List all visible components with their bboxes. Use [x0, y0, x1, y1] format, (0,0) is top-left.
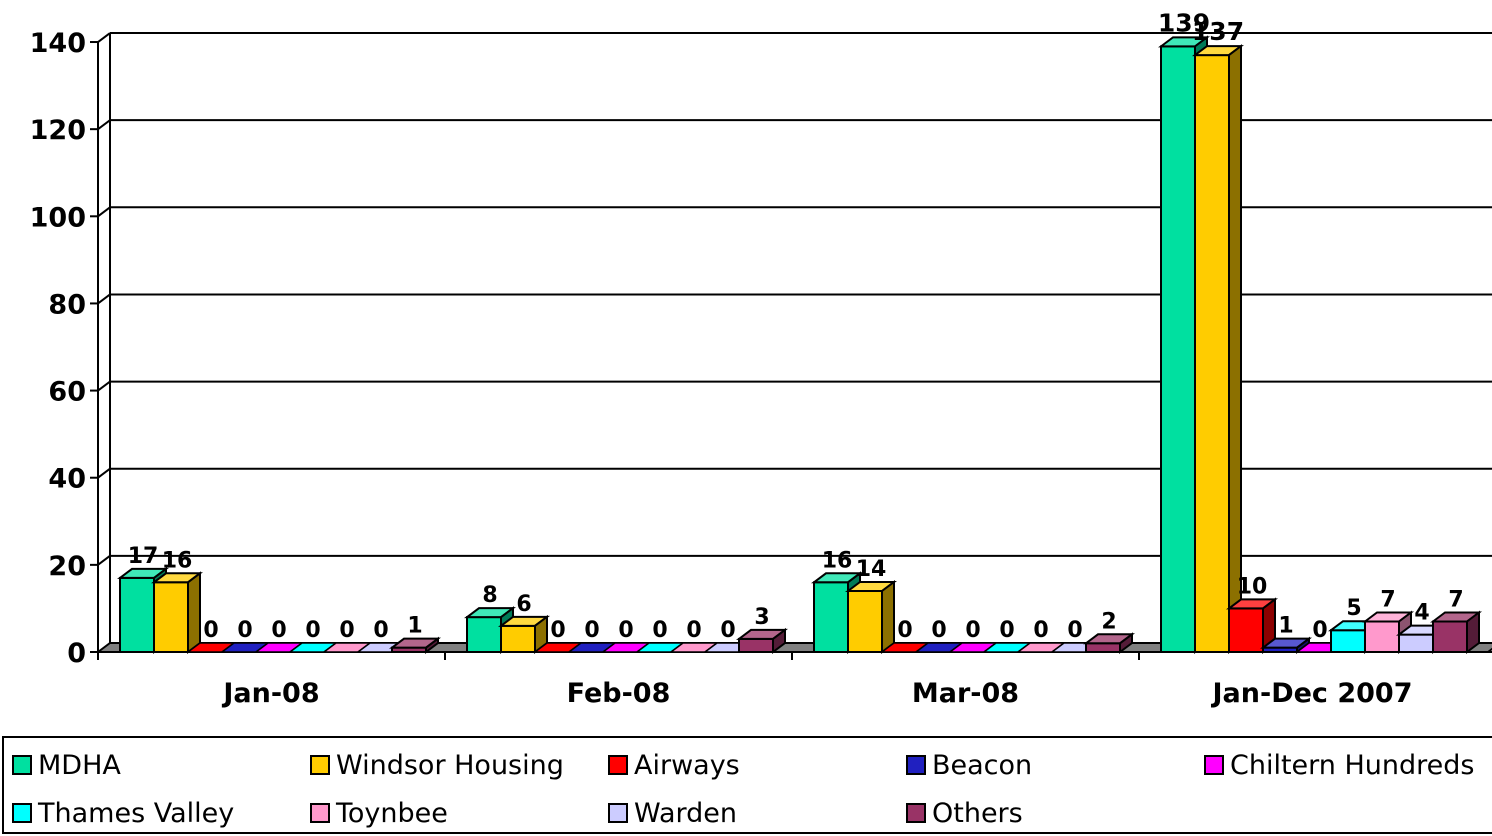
bar — [151, 571, 203, 654]
legend-label: Others — [932, 797, 1023, 829]
gridline-side — [97, 380, 111, 392]
legend-label: Airways — [634, 749, 740, 781]
data-label: 0 — [897, 618, 912, 643]
x-category-label: Feb-08 — [567, 678, 671, 709]
data-label: 0 — [1067, 618, 1082, 643]
y-tick-label: 60 — [48, 377, 86, 408]
legend-swatch — [1204, 755, 1224, 775]
legend-swatch — [906, 755, 926, 775]
data-label: 0 — [339, 618, 354, 643]
y-tick-label: 120 — [30, 115, 86, 146]
legend-swatch — [906, 803, 926, 823]
bar — [1192, 44, 1244, 654]
data-label: 0 — [305, 618, 320, 643]
bar — [1430, 610, 1482, 654]
data-label: 0 — [373, 618, 388, 643]
data-label: 0 — [237, 618, 252, 643]
data-label: 7 — [1448, 588, 1463, 613]
data-label: 137 — [1192, 17, 1244, 46]
data-label: 0 — [584, 618, 599, 643]
x-category-label: Mar-08 — [912, 678, 1019, 709]
data-label: 7 — [1380, 588, 1395, 613]
data-label: 0 — [1312, 618, 1327, 643]
gridline-side — [97, 293, 111, 305]
bars — [117, 35, 1482, 654]
data-label: 6 — [516, 592, 531, 617]
data-label: 0 — [965, 618, 980, 643]
bar — [736, 627, 788, 654]
data-label: 0 — [720, 618, 735, 643]
data-label: 16 — [822, 548, 853, 573]
bar — [498, 614, 550, 654]
data-label: 0 — [203, 618, 218, 643]
legend-label: Beacon — [932, 749, 1033, 781]
data-label: 0 — [1033, 618, 1048, 643]
data-label: 0 — [931, 618, 946, 643]
legend-label: Toynbee — [336, 797, 448, 829]
data-label: 0 — [550, 618, 565, 643]
data-label: 5 — [1346, 596, 1361, 621]
y-tick-label: 140 — [30, 28, 86, 59]
gridlines — [97, 32, 1492, 566]
legend-item: Airways — [608, 749, 740, 781]
data-label: 0 — [271, 618, 286, 643]
legend-swatch — [12, 803, 32, 823]
x-category-label: Jan-08 — [221, 678, 319, 709]
bar — [389, 636, 441, 654]
gridline-side — [97, 32, 111, 43]
legend-swatch — [608, 755, 628, 775]
data-label: 0 — [686, 618, 701, 643]
y-tick-label: 100 — [30, 202, 86, 233]
data-label: 1 — [1278, 614, 1293, 639]
legend-swatch — [12, 755, 32, 775]
legend-swatch — [310, 755, 330, 775]
legend-label: Warden — [634, 797, 738, 829]
legend-label: Thames Valley — [38, 797, 235, 829]
y-tick-label: 0 — [67, 638, 86, 669]
bar — [1260, 636, 1312, 654]
bar — [811, 571, 863, 654]
data-label: 0 — [652, 618, 667, 643]
legend-item: Chiltern Hundreds — [1204, 749, 1475, 781]
bar — [1226, 597, 1278, 654]
legend-label: Windsor Housing — [336, 749, 564, 781]
bar — [845, 580, 897, 654]
data-label: 16 — [162, 548, 193, 573]
data-label: 0 — [618, 618, 633, 643]
gridline-side — [97, 555, 111, 566]
y-tick-label: 40 — [48, 464, 86, 495]
legend-item: Warden — [608, 797, 738, 829]
legend-swatch — [310, 803, 330, 823]
legend-label: MDHA — [38, 749, 121, 781]
legend-swatch — [608, 803, 628, 823]
gridline-side — [97, 206, 111, 218]
legend-item: Beacon — [906, 749, 1033, 781]
y-tick-label: 80 — [48, 289, 86, 320]
legend-label: Chiltern Hundreds — [1230, 749, 1475, 781]
gridline-side — [97, 467, 111, 479]
y-tick-label: 20 — [48, 551, 86, 582]
data-label: 1 — [407, 614, 422, 639]
data-label: 0 — [999, 618, 1014, 643]
legend: MDHA Windsor Housing Airways Beacon Chiltern… — [2, 736, 1492, 834]
data-label: 10 — [1237, 574, 1268, 599]
data-label: 17 — [128, 544, 159, 569]
legend-item: MDHA — [12, 749, 121, 781]
legend-item: Windsor Housing — [310, 749, 564, 781]
legend-item: Toynbee — [310, 797, 448, 829]
gridline-side — [97, 119, 111, 130]
data-label: 139 — [1158, 8, 1210, 37]
legend-item: Others — [906, 797, 1023, 829]
x-category-label: Jan-Dec 2007 — [1211, 678, 1413, 709]
data-label: 4 — [1414, 601, 1429, 626]
data-label: 2 — [1101, 609, 1116, 634]
data-label: 3 — [754, 605, 769, 630]
bar — [1083, 632, 1135, 654]
data-label: 8 — [482, 583, 497, 608]
legend-item: Thames Valley — [12, 797, 235, 829]
data-label: 14 — [856, 557, 887, 582]
